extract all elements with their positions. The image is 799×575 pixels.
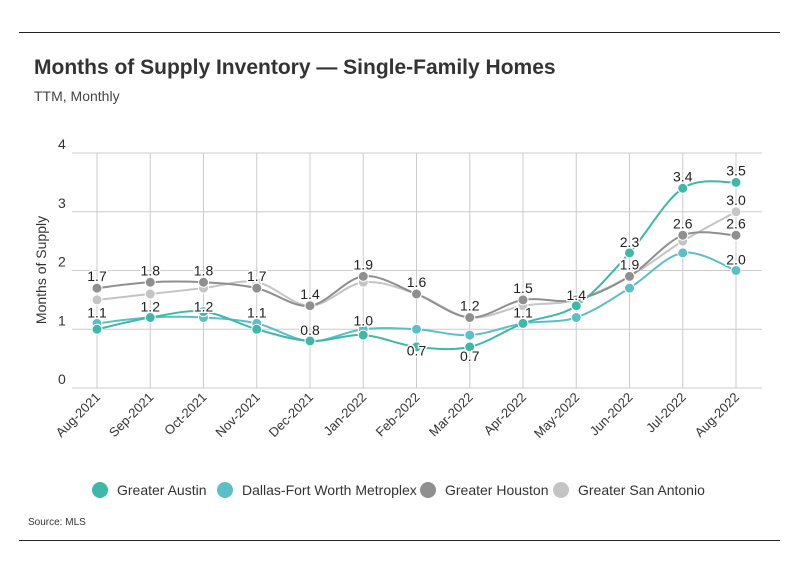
data-label: 1.4 [300, 286, 320, 302]
x-tick-label: Dec-2021 [266, 390, 316, 440]
legend-label: Greater Houston [445, 482, 549, 498]
data-point [411, 323, 422, 335]
data-label: 1.2 [194, 299, 214, 315]
data-point [570, 312, 582, 323]
x-tick-label: Aug-2021 [53, 390, 103, 440]
data-point [198, 306, 209, 318]
data-label: 1.8 [194, 262, 214, 278]
data-label: 2.3 [620, 234, 640, 250]
data-label: 3.5 [726, 162, 746, 178]
x-tick-label: Oct-2021 [161, 390, 209, 438]
data-point [517, 294, 529, 306]
data-label: 1.6 [407, 274, 427, 290]
data-label: 1.7 [247, 268, 267, 284]
data-label: 1.0 [354, 312, 374, 328]
data-point [144, 288, 156, 300]
x-tick-label: Nov-2021 [212, 390, 262, 440]
data-label: 0.7 [460, 348, 480, 364]
data-label: 2.6 [673, 215, 693, 231]
data-label: 1.2 [460, 298, 480, 314]
top-rule [19, 32, 780, 33]
data-point [144, 276, 156, 288]
y-axis-title: Months of Supply [33, 216, 49, 324]
y-tick-label: 0 [58, 371, 66, 387]
legend-marker [553, 482, 569, 498]
data-label: 1.1 [247, 304, 267, 320]
legend-label: Greater Austin [117, 482, 207, 498]
data-point [624, 270, 635, 282]
legend-marker [92, 482, 108, 498]
data-point [251, 323, 263, 335]
legend-marker [217, 482, 233, 498]
data-label: 1.4 [567, 287, 587, 303]
x-tick-label: Jan-2022 [320, 390, 369, 439]
data-label: 1.9 [620, 256, 640, 272]
data-label: 1.1 [513, 304, 533, 320]
y-tick-label: 4 [58, 136, 66, 152]
x-tick-label: Mar-2022 [426, 390, 476, 440]
data-label: 1.9 [354, 256, 374, 272]
x-tick-label: May-2022 [531, 390, 582, 441]
data-point [411, 288, 422, 300]
chart-title: Months of Supply Inventory — Single-Fami… [34, 56, 556, 79]
data-point [730, 229, 742, 241]
data-point [91, 323, 103, 335]
data-point [91, 294, 103, 306]
data-label: 3.0 [726, 192, 746, 208]
data-point [677, 182, 689, 194]
data-point [677, 247, 689, 259]
data-point [304, 335, 316, 347]
data-point [91, 282, 103, 294]
bottom-rule [19, 540, 780, 541]
x-tick-label: Sep-2021 [106, 390, 156, 440]
data-point [144, 312, 156, 323]
x-tick-label: Feb-2022 [373, 390, 423, 440]
data-point [570, 300, 582, 312]
data-point [251, 282, 263, 294]
data-point [357, 270, 369, 282]
legend-label: Dallas-Fort Worth Metroplex [242, 482, 417, 498]
data-point [624, 247, 635, 259]
data-label: 1.1 [87, 304, 107, 320]
legend-label: Greater San Antonio [578, 482, 705, 498]
legend-marker [420, 482, 436, 498]
data-label: 3.4 [673, 168, 693, 184]
data-label: 1.5 [513, 280, 533, 296]
data-point [730, 265, 742, 276]
data-point [464, 341, 476, 353]
source-note: Source: MLS [28, 517, 86, 528]
y-tick-label: 1 [58, 312, 66, 328]
data-point [624, 282, 635, 294]
x-tick-label: Jun-2022 [587, 390, 636, 439]
data-point [411, 341, 422, 353]
data-point [730, 176, 742, 188]
data-point [464, 329, 476, 341]
data-point [517, 317, 529, 329]
data-label: 2.0 [726, 252, 746, 268]
data-point [730, 206, 742, 218]
x-tick-label: Apr-2022 [481, 390, 529, 438]
data-point [464, 312, 476, 323]
data-point [677, 229, 689, 241]
x-tick-label: Aug-2022 [692, 390, 742, 440]
y-tick-label: 2 [58, 254, 66, 270]
data-label: 1.2 [141, 299, 161, 315]
data-label: 2.6 [726, 215, 746, 231]
data-label: 1.7 [87, 268, 107, 284]
data-label: 0.7 [407, 342, 427, 358]
data-point [304, 300, 316, 312]
y-tick-label: 3 [58, 195, 66, 211]
data-label: 1.8 [141, 262, 161, 278]
x-tick-label: Jul-2022 [643, 390, 689, 436]
data-point [357, 329, 369, 341]
data-label: 0.8 [300, 322, 320, 338]
data-point [198, 276, 209, 288]
chart-subtitle: TTM, Monthly [34, 88, 120, 104]
